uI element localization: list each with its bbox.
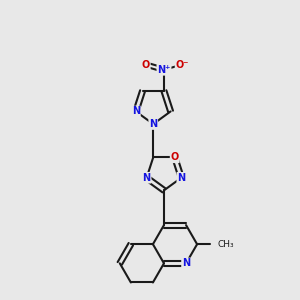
Text: CH₃: CH₃ [217,240,234,249]
Text: N⁺: N⁺ [157,65,171,75]
Text: N: N [142,173,151,183]
Text: N: N [149,119,157,129]
Text: N: N [132,106,140,116]
Text: O: O [171,152,179,162]
Text: O⁻: O⁻ [176,59,189,70]
Text: O: O [142,59,150,70]
Text: N: N [182,258,190,268]
Text: N: N [177,173,185,183]
